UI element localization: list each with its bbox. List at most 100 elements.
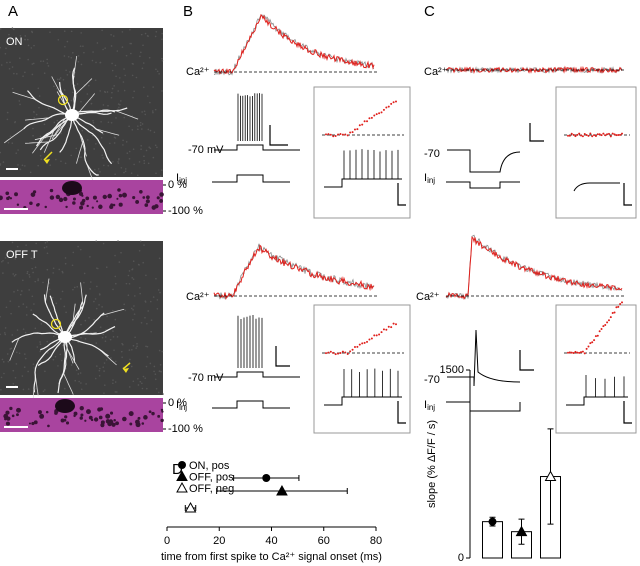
inset-point xyxy=(378,333,381,336)
texture xyxy=(8,33,10,36)
texture xyxy=(23,366,26,369)
inset-point xyxy=(395,323,397,326)
side-texture xyxy=(79,205,84,210)
texture xyxy=(146,95,149,98)
scale-bar xyxy=(397,183,406,206)
texture xyxy=(140,321,143,324)
texture xyxy=(37,278,39,280)
inset-point xyxy=(589,132,592,135)
side-texture xyxy=(159,192,164,197)
texture xyxy=(102,48,104,51)
texture xyxy=(43,123,46,126)
inset-point xyxy=(580,134,583,137)
texture xyxy=(114,254,116,257)
texture xyxy=(130,307,133,310)
legend-label: OFF, pos xyxy=(189,471,234,483)
texture xyxy=(113,349,115,352)
texture xyxy=(121,343,124,346)
calcium-trace xyxy=(213,243,375,300)
texture xyxy=(11,87,14,90)
side-texture xyxy=(93,417,99,422)
calcium-trace xyxy=(213,13,375,75)
texture xyxy=(61,290,64,293)
bar xyxy=(482,521,503,559)
texture xyxy=(9,61,11,64)
texture xyxy=(22,75,24,77)
side-texture xyxy=(60,418,65,423)
inset-point xyxy=(619,302,622,305)
texture xyxy=(52,267,55,270)
side-texture xyxy=(145,199,150,204)
texture xyxy=(53,121,56,124)
texture xyxy=(42,281,44,284)
texture xyxy=(104,340,107,343)
texture xyxy=(0,333,1,336)
texture xyxy=(79,248,82,251)
texture xyxy=(140,33,143,36)
texture xyxy=(59,353,62,356)
texture xyxy=(80,388,83,391)
inset-point xyxy=(385,106,388,109)
texture xyxy=(94,298,97,300)
texture xyxy=(49,31,51,34)
texture xyxy=(158,391,160,394)
inset-point xyxy=(578,351,581,354)
texture xyxy=(111,62,113,65)
current-trace xyxy=(212,174,290,183)
inset-point xyxy=(375,113,378,116)
texture xyxy=(4,327,7,329)
texture xyxy=(16,329,19,331)
texture xyxy=(58,268,61,271)
texture xyxy=(15,363,18,365)
texture xyxy=(92,119,94,122)
texture xyxy=(26,272,29,275)
dendrite xyxy=(12,91,36,100)
texture xyxy=(146,387,148,390)
trace-label: -70 xyxy=(424,148,440,160)
texture xyxy=(30,257,33,260)
texture xyxy=(18,100,21,102)
texture xyxy=(124,309,127,312)
dendrite xyxy=(58,336,66,385)
texture xyxy=(153,131,156,134)
inset-point xyxy=(390,102,393,105)
side-texture xyxy=(96,200,99,203)
dendrite xyxy=(11,332,66,343)
texture xyxy=(144,316,146,319)
texture xyxy=(19,34,22,37)
dendrite xyxy=(9,338,20,361)
inset-point xyxy=(344,351,347,354)
texture xyxy=(148,56,151,59)
side-texture xyxy=(122,416,127,422)
texture xyxy=(58,78,61,81)
texture xyxy=(46,240,49,243)
inset-point xyxy=(387,105,390,108)
scale-label: -100 % xyxy=(168,423,203,435)
texture xyxy=(150,330,152,333)
texture xyxy=(74,84,76,87)
texture xyxy=(63,55,66,57)
inset-point xyxy=(337,133,340,136)
inset-point xyxy=(574,135,577,138)
texture xyxy=(10,38,12,41)
dendrite xyxy=(51,118,66,140)
texture xyxy=(139,240,142,243)
texture xyxy=(3,372,5,375)
inset-point xyxy=(363,341,366,344)
side-texture xyxy=(45,410,49,414)
side-texture xyxy=(88,415,93,420)
inset-point xyxy=(382,328,385,331)
texture xyxy=(49,164,51,167)
texture xyxy=(18,352,21,355)
texture xyxy=(27,370,29,373)
inset-point xyxy=(596,133,599,136)
texture xyxy=(48,282,51,284)
side-texture xyxy=(151,205,157,210)
current-main: I xyxy=(176,172,179,184)
scale-label: 0 % xyxy=(168,397,187,409)
texture xyxy=(114,275,117,278)
texture xyxy=(35,388,37,390)
dendrite xyxy=(71,107,128,116)
inset-point xyxy=(375,334,378,337)
vm-trace xyxy=(447,149,521,173)
